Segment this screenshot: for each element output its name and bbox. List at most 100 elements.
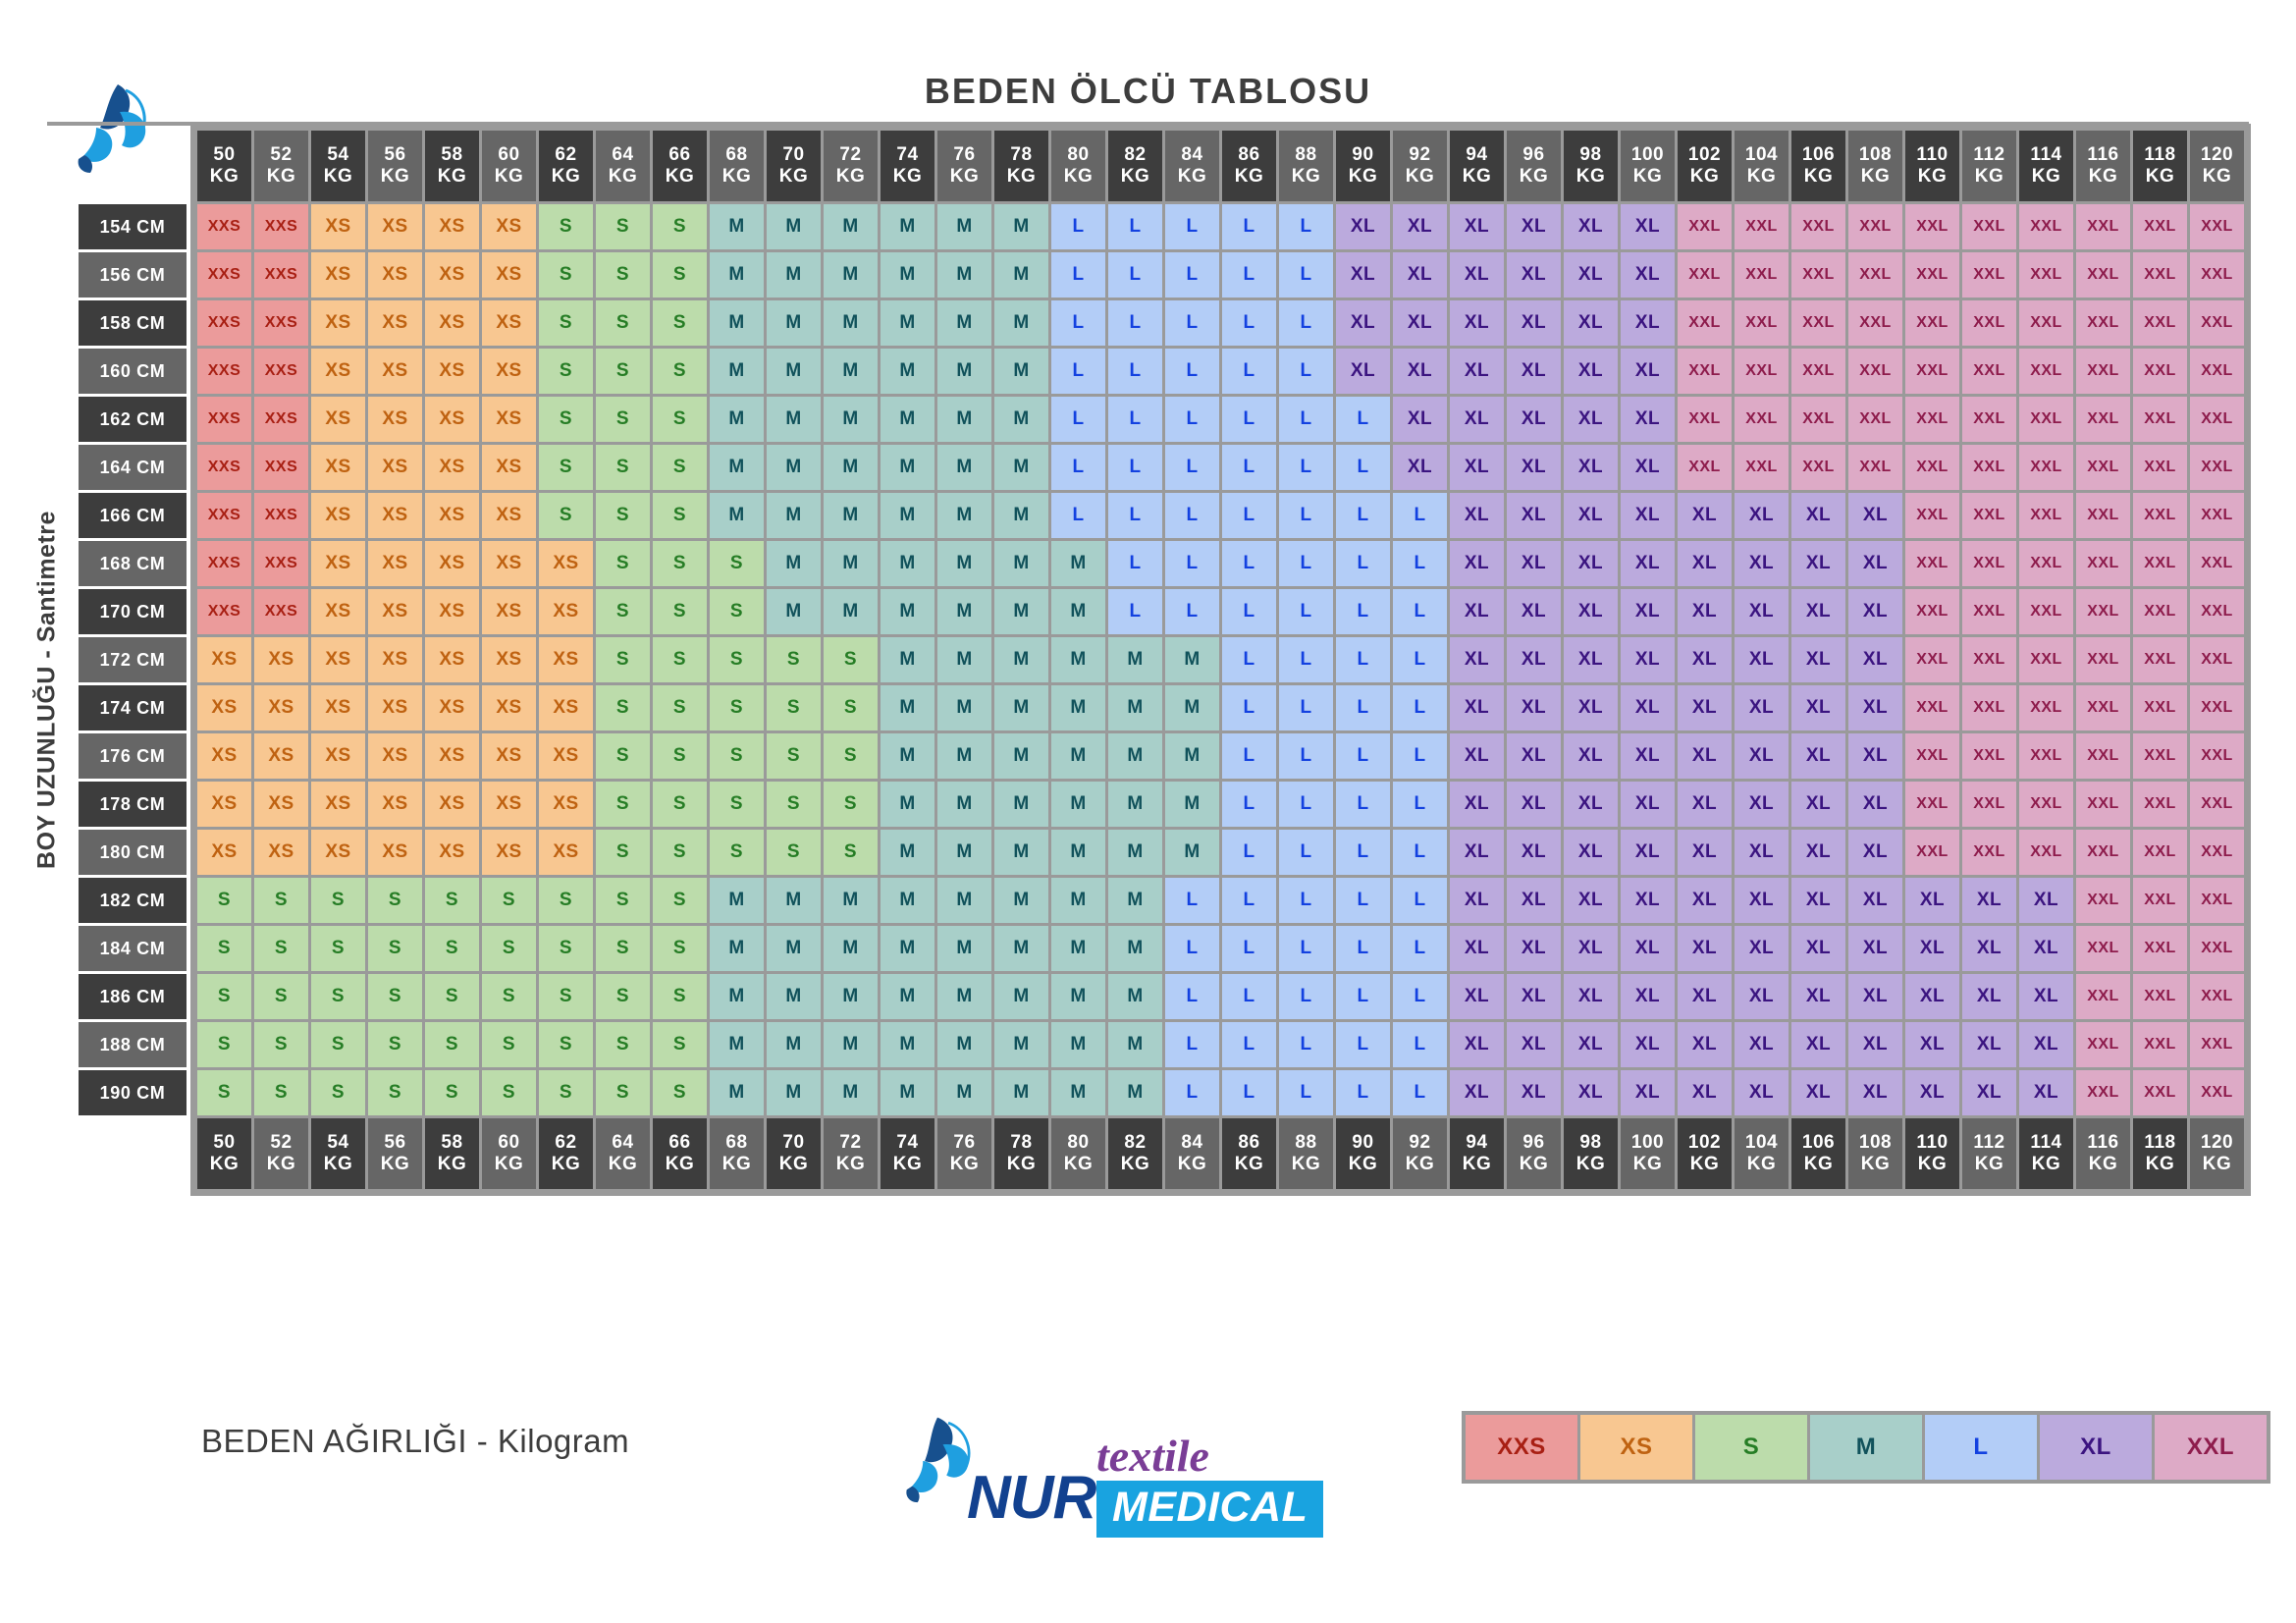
size-cell-176cm-54kg[interactable]: XS [311, 733, 365, 779]
size-cell-190cm-106kg[interactable]: XL [1791, 1070, 1845, 1115]
size-cell-156cm-64kg[interactable]: S [596, 252, 650, 298]
size-cell-160cm-96kg[interactable]: XL [1507, 349, 1561, 394]
size-cell-154cm-50kg[interactable]: XXS [197, 204, 251, 249]
size-cell-166cm-58kg[interactable]: XS [425, 493, 479, 538]
size-cell-184cm-110kg[interactable]: XL [1905, 926, 1959, 971]
size-cell-156cm-118kg[interactable]: XXL [2133, 252, 2187, 298]
size-cell-182cm-76kg[interactable]: M [937, 878, 991, 923]
size-cell-168cm-88kg[interactable]: L [1279, 541, 1333, 586]
size-cell-164cm-118kg[interactable]: XXL [2133, 445, 2187, 490]
size-cell-180cm-92kg[interactable]: L [1393, 830, 1447, 875]
size-cell-190cm-114kg[interactable]: XL [2019, 1070, 2073, 1115]
size-cell-164cm-62kg[interactable]: S [539, 445, 593, 490]
size-cell-166cm-102kg[interactable]: XL [1678, 493, 1732, 538]
size-cell-168cm-70kg[interactable]: M [767, 541, 821, 586]
size-cell-158cm-84kg[interactable]: L [1165, 300, 1219, 346]
legend-item-s[interactable]: S [1695, 1415, 1807, 1480]
size-cell-154cm-72kg[interactable]: M [824, 204, 878, 249]
size-cell-170cm-54kg[interactable]: XS [311, 589, 365, 634]
size-cell-160cm-90kg[interactable]: XL [1336, 349, 1390, 394]
size-cell-186cm-94kg[interactable]: XL [1450, 974, 1504, 1019]
size-cell-182cm-62kg[interactable]: S [539, 878, 593, 923]
size-cell-184cm-86kg[interactable]: L [1222, 926, 1276, 971]
size-cell-166cm-108kg[interactable]: XL [1848, 493, 1902, 538]
size-cell-166cm-74kg[interactable]: M [881, 493, 934, 538]
size-cell-174cm-98kg[interactable]: XL [1564, 685, 1618, 730]
size-cell-156cm-56kg[interactable]: XS [368, 252, 422, 298]
size-cell-188cm-106kg[interactable]: XL [1791, 1022, 1845, 1067]
size-cell-168cm-80kg[interactable]: M [1051, 541, 1105, 586]
size-cell-188cm-82kg[interactable]: M [1108, 1022, 1162, 1067]
size-cell-188cm-118kg[interactable]: XXL [2133, 1022, 2187, 1067]
size-cell-160cm-106kg[interactable]: XXL [1791, 349, 1845, 394]
size-cell-184cm-90kg[interactable]: L [1336, 926, 1390, 971]
size-cell-180cm-98kg[interactable]: XL [1564, 830, 1618, 875]
size-cell-184cm-108kg[interactable]: XL [1848, 926, 1902, 971]
size-cell-184cm-88kg[interactable]: L [1279, 926, 1333, 971]
size-cell-182cm-92kg[interactable]: L [1393, 878, 1447, 923]
size-cell-158cm-106kg[interactable]: XXL [1791, 300, 1845, 346]
size-cell-176cm-96kg[interactable]: XL [1507, 733, 1561, 779]
size-cell-154cm-90kg[interactable]: XL [1336, 204, 1390, 249]
size-cell-184cm-74kg[interactable]: M [881, 926, 934, 971]
size-cell-158cm-114kg[interactable]: XXL [2019, 300, 2073, 346]
size-cell-162cm-82kg[interactable]: L [1108, 397, 1162, 442]
size-cell-190cm-98kg[interactable]: XL [1564, 1070, 1618, 1115]
size-cell-154cm-74kg[interactable]: M [881, 204, 934, 249]
size-cell-172cm-66kg[interactable]: S [653, 637, 707, 682]
size-cell-184cm-104kg[interactable]: XL [1735, 926, 1789, 971]
size-cell-174cm-86kg[interactable]: L [1222, 685, 1276, 730]
size-cell-178cm-90kg[interactable]: L [1336, 782, 1390, 827]
size-cell-166cm-112kg[interactable]: XXL [1962, 493, 2016, 538]
size-cell-158cm-54kg[interactable]: XS [311, 300, 365, 346]
size-cell-174cm-78kg[interactable]: M [994, 685, 1048, 730]
size-cell-178cm-62kg[interactable]: XS [539, 782, 593, 827]
size-cell-182cm-106kg[interactable]: XL [1791, 878, 1845, 923]
size-cell-178cm-60kg[interactable]: XS [482, 782, 536, 827]
size-cell-180cm-56kg[interactable]: XS [368, 830, 422, 875]
size-cell-154cm-62kg[interactable]: S [539, 204, 593, 249]
size-cell-188cm-96kg[interactable]: XL [1507, 1022, 1561, 1067]
size-cell-180cm-60kg[interactable]: XS [482, 830, 536, 875]
size-cell-186cm-96kg[interactable]: XL [1507, 974, 1561, 1019]
size-cell-164cm-78kg[interactable]: M [994, 445, 1048, 490]
size-cell-168cm-108kg[interactable]: XL [1848, 541, 1902, 586]
size-cell-184cm-68kg[interactable]: M [710, 926, 764, 971]
size-cell-158cm-62kg[interactable]: S [539, 300, 593, 346]
size-cell-178cm-56kg[interactable]: XS [368, 782, 422, 827]
size-cell-160cm-68kg[interactable]: M [710, 349, 764, 394]
size-cell-182cm-104kg[interactable]: XL [1735, 878, 1789, 923]
size-cell-170cm-108kg[interactable]: XL [1848, 589, 1902, 634]
size-cell-172cm-74kg[interactable]: M [881, 637, 934, 682]
size-cell-158cm-80kg[interactable]: L [1051, 300, 1105, 346]
size-cell-178cm-116kg[interactable]: XXL [2076, 782, 2130, 827]
size-cell-182cm-86kg[interactable]: L [1222, 878, 1276, 923]
size-cell-170cm-96kg[interactable]: XL [1507, 589, 1561, 634]
size-cell-158cm-68kg[interactable]: M [710, 300, 764, 346]
size-cell-164cm-70kg[interactable]: M [767, 445, 821, 490]
size-cell-164cm-52kg[interactable]: XXS [254, 445, 308, 490]
size-cell-188cm-116kg[interactable]: XXL [2076, 1022, 2130, 1067]
size-cell-190cm-90kg[interactable]: L [1336, 1070, 1390, 1115]
size-cell-170cm-110kg[interactable]: XXL [1905, 589, 1959, 634]
size-cell-168cm-66kg[interactable]: S [653, 541, 707, 586]
size-cell-160cm-62kg[interactable]: S [539, 349, 593, 394]
size-cell-158cm-120kg[interactable]: XXL [2190, 300, 2244, 346]
size-cell-162cm-96kg[interactable]: XL [1507, 397, 1561, 442]
size-cell-164cm-50kg[interactable]: XXS [197, 445, 251, 490]
size-cell-188cm-50kg[interactable]: S [197, 1022, 251, 1067]
size-cell-162cm-94kg[interactable]: XL [1450, 397, 1504, 442]
size-cell-186cm-50kg[interactable]: S [197, 974, 251, 1019]
size-cell-180cm-90kg[interactable]: L [1336, 830, 1390, 875]
size-cell-176cm-82kg[interactable]: M [1108, 733, 1162, 779]
size-cell-160cm-100kg[interactable]: XL [1621, 349, 1675, 394]
size-cell-180cm-50kg[interactable]: XS [197, 830, 251, 875]
size-cell-164cm-80kg[interactable]: L [1051, 445, 1105, 490]
size-cell-190cm-80kg[interactable]: M [1051, 1070, 1105, 1115]
size-cell-178cm-66kg[interactable]: S [653, 782, 707, 827]
size-cell-156cm-96kg[interactable]: XL [1507, 252, 1561, 298]
size-cell-172cm-108kg[interactable]: XL [1848, 637, 1902, 682]
size-cell-184cm-118kg[interactable]: XXL [2133, 926, 2187, 971]
size-cell-158cm-76kg[interactable]: M [937, 300, 991, 346]
size-cell-156cm-108kg[interactable]: XXL [1848, 252, 1902, 298]
